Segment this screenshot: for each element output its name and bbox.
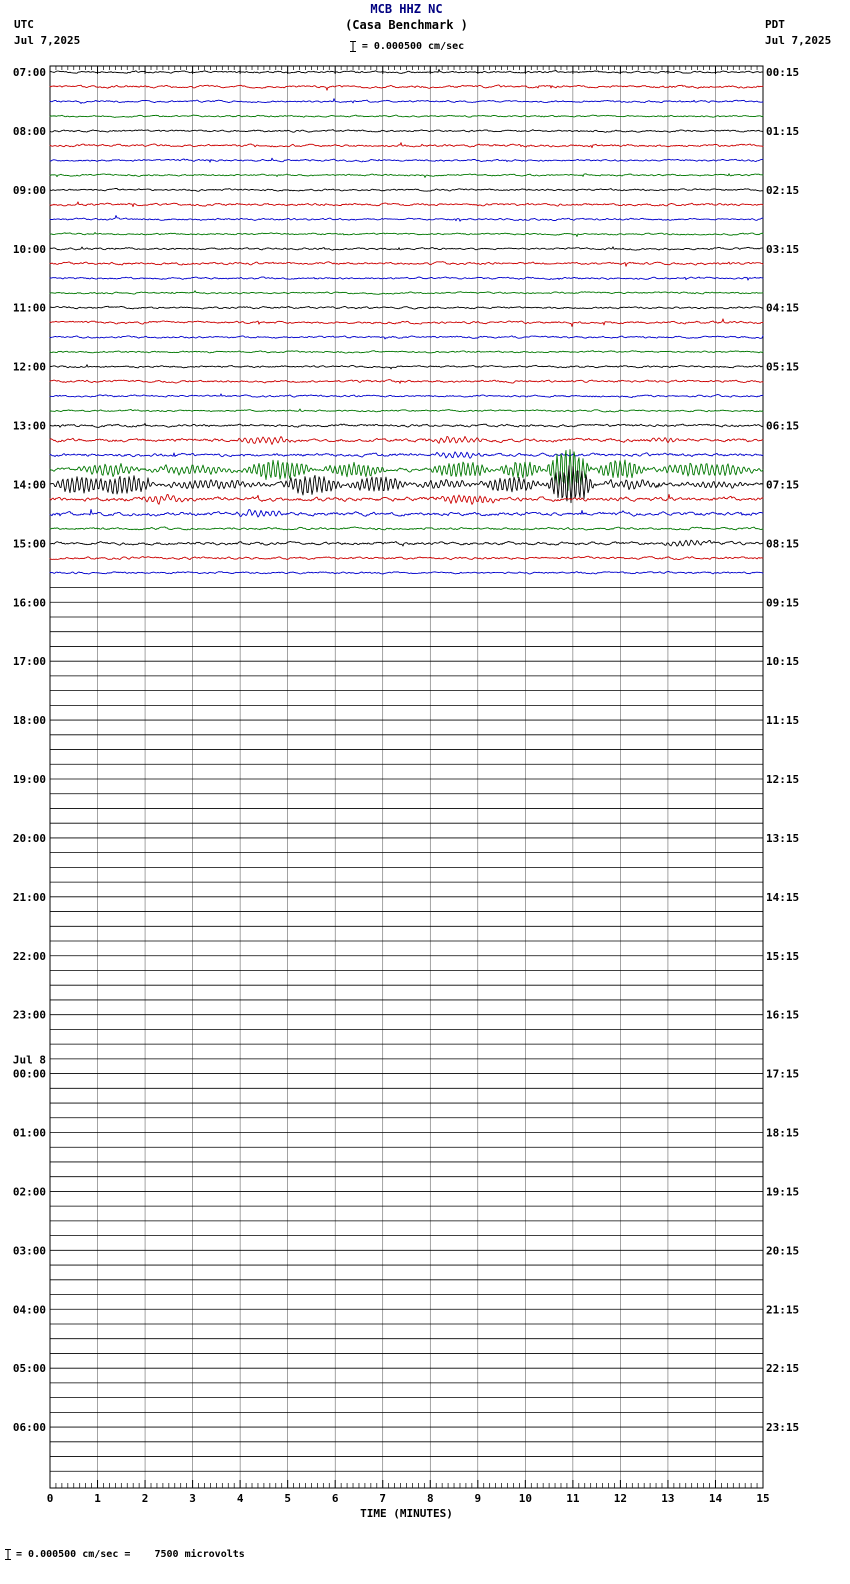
svg-text:09:15: 09:15 xyxy=(766,596,799,609)
svg-text:17:00: 17:00 xyxy=(13,655,46,668)
svg-text:14:00: 14:00 xyxy=(13,478,46,491)
svg-text:19:15: 19:15 xyxy=(766,1185,799,1198)
svg-text:06:00: 06:00 xyxy=(13,1421,46,1434)
svg-text:8: 8 xyxy=(427,1492,434,1505)
svg-text:17:15: 17:15 xyxy=(766,1068,799,1081)
svg-text:12: 12 xyxy=(614,1492,627,1505)
svg-text:5: 5 xyxy=(284,1492,291,1505)
svg-text:0: 0 xyxy=(47,1492,54,1505)
svg-text:18:00: 18:00 xyxy=(13,714,46,727)
svg-text:11:15: 11:15 xyxy=(766,714,799,727)
svg-text:07:00: 07:00 xyxy=(13,66,46,79)
svg-text:03:00: 03:00 xyxy=(13,1244,46,1257)
svg-text:22:15: 22:15 xyxy=(766,1362,799,1375)
svg-text:7: 7 xyxy=(379,1492,386,1505)
svg-text:12:15: 12:15 xyxy=(766,773,799,786)
svg-text:14:15: 14:15 xyxy=(766,891,799,904)
svg-text:05:15: 05:15 xyxy=(766,361,799,374)
svg-text:19:00: 19:00 xyxy=(13,773,46,786)
svg-text:6: 6 xyxy=(332,1492,339,1505)
svg-text:11:00: 11:00 xyxy=(13,302,46,315)
svg-text:01:00: 01:00 xyxy=(13,1127,46,1140)
svg-text:09:00: 09:00 xyxy=(13,184,46,197)
calibration-note: = 0.000500 cm/sec = 7500 microvolts xyxy=(4,1548,245,1561)
left-timezone-label: UTC xyxy=(14,18,34,31)
svg-text:02:15: 02:15 xyxy=(766,184,799,197)
station-code: MCB HHZ NC xyxy=(370,2,443,16)
calibration-text: = 0.000500 cm/sec = 7500 microvolts xyxy=(16,1549,245,1560)
svg-text:10: 10 xyxy=(519,1492,532,1505)
svg-text:11: 11 xyxy=(566,1492,580,1505)
svg-text:13:15: 13:15 xyxy=(766,832,799,845)
x-axis-title: TIME (MINUTES) xyxy=(360,1507,453,1520)
svg-text:16:15: 16:15 xyxy=(766,1009,799,1022)
svg-text:07:15: 07:15 xyxy=(766,478,799,491)
svg-text:10:00: 10:00 xyxy=(13,243,46,256)
svg-text:1: 1 xyxy=(94,1492,101,1505)
scale-bar-icon xyxy=(349,41,356,52)
left-timezone-block: UTC Jul 7,2025 xyxy=(14,17,80,49)
left-date-label: Jul 7,2025 xyxy=(14,34,81,47)
right-timezone-label: PDT xyxy=(765,18,785,31)
svg-text:06:15: 06:15 xyxy=(766,420,799,433)
svg-text:00:15: 00:15 xyxy=(766,66,799,79)
svg-text:03:15: 03:15 xyxy=(766,243,799,256)
svg-text:21:15: 21:15 xyxy=(766,1303,799,1316)
svg-text:04:15: 04:15 xyxy=(766,302,799,315)
svg-text:15:00: 15:00 xyxy=(13,537,46,550)
svg-text:10:15: 10:15 xyxy=(766,655,799,668)
svg-text:2: 2 xyxy=(142,1492,149,1505)
svg-text:20:00: 20:00 xyxy=(13,832,46,845)
svg-text:14: 14 xyxy=(709,1492,723,1505)
svg-text:08:15: 08:15 xyxy=(766,537,799,550)
right-date-label: Jul 7,2025 xyxy=(765,34,832,47)
svg-text:01:15: 01:15 xyxy=(766,125,799,138)
svg-text:Jul 8: Jul 8 xyxy=(13,1054,46,1067)
svg-text:15:15: 15:15 xyxy=(766,950,799,963)
svg-text:18:15: 18:15 xyxy=(766,1127,799,1140)
svg-text:21:00: 21:00 xyxy=(13,891,46,904)
svg-text:23:00: 23:00 xyxy=(13,1009,46,1022)
right-timezone-block: PDT Jul 7,2025 xyxy=(765,17,831,49)
scale-text: = 0.000500 cm/sec xyxy=(361,41,465,52)
svg-text:9: 9 xyxy=(474,1492,481,1505)
svg-text:05:00: 05:00 xyxy=(13,1362,46,1375)
svg-text:3: 3 xyxy=(189,1492,196,1505)
svg-text:13: 13 xyxy=(661,1492,674,1505)
svg-text:13:00: 13:00 xyxy=(13,420,46,433)
svg-text:16:00: 16:00 xyxy=(13,596,46,609)
svg-text:23:15: 23:15 xyxy=(766,1421,799,1434)
svg-text:22:00: 22:00 xyxy=(13,950,46,963)
svg-text:15: 15 xyxy=(756,1492,769,1505)
scale-bar-icon xyxy=(5,1549,11,1560)
svg-text:00:00: 00:00 xyxy=(13,1068,46,1081)
amplitude-scale: = 0.000500 cm/sec xyxy=(50,40,763,53)
svg-text:04:00: 04:00 xyxy=(13,1303,46,1316)
station-name: (Casa Benchmark ) xyxy=(345,18,468,32)
svg-text:02:00: 02:00 xyxy=(13,1185,46,1198)
svg-text:12:00: 12:00 xyxy=(13,361,46,374)
svg-text:08:00: 08:00 xyxy=(13,125,46,138)
svg-text:4: 4 xyxy=(237,1492,244,1505)
svg-text:20:15: 20:15 xyxy=(766,1244,799,1257)
